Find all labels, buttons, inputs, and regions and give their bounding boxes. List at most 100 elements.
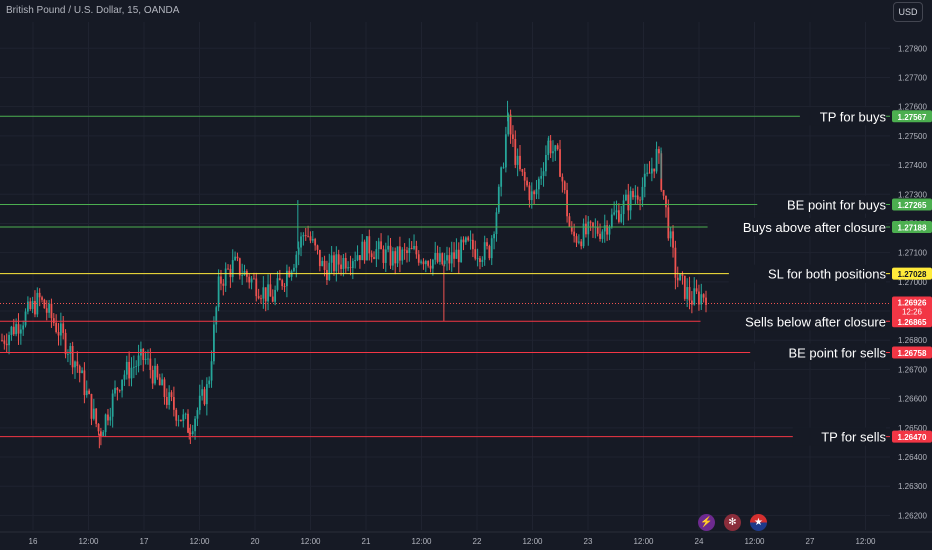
candle-body <box>370 253 373 258</box>
candle-body <box>328 262 331 280</box>
currency-button[interactable]: USD <box>893 2 923 22</box>
candle-body <box>36 292 39 315</box>
candle-body <box>358 255 361 261</box>
candle-body <box>523 171 526 181</box>
candle-body <box>34 300 36 315</box>
x-tick-label: 12:00 <box>78 537 99 546</box>
candle-body <box>337 254 340 265</box>
level-annotation: TP for sells <box>821 430 886 445</box>
candle-body <box>427 261 430 266</box>
x-tick-label: 16 <box>29 537 38 546</box>
candle-body <box>639 199 641 201</box>
y-tick-label: 1.27600 <box>898 103 927 112</box>
candle-body <box>575 236 578 243</box>
candle-body <box>439 253 441 262</box>
candle-body <box>544 154 547 172</box>
lightning-icon[interactable]: ⚡ <box>698 514 715 531</box>
candle-body <box>500 167 503 187</box>
candle-body <box>88 390 91 394</box>
candle-body <box>85 390 88 396</box>
candle-body <box>347 267 350 269</box>
candle-body <box>260 298 262 300</box>
candle-body <box>641 186 644 201</box>
candle-body <box>81 370 83 374</box>
level-price-label <box>892 110 932 123</box>
candle-body <box>460 239 463 263</box>
candle-body <box>318 249 321 267</box>
candle-body <box>342 257 345 270</box>
candle-body <box>29 301 32 310</box>
level-annotation-bg <box>799 107 886 126</box>
x-tick-label: 27 <box>806 537 815 546</box>
candle-body <box>271 296 274 302</box>
candle-body <box>15 324 18 335</box>
candle-body <box>382 249 385 263</box>
candle-body <box>589 221 592 223</box>
candle-body <box>41 297 43 300</box>
candle-body <box>154 365 156 384</box>
candle-body <box>399 246 401 261</box>
candle-body <box>693 288 696 305</box>
us-flag-icon[interactable]: ★ <box>750 514 767 531</box>
candle-body <box>281 280 284 287</box>
candle-body <box>690 300 693 305</box>
candle-body <box>540 175 543 179</box>
y-tick-label: 1.26200 <box>898 511 927 520</box>
candle-body <box>361 241 364 261</box>
y-tick-label: 1.27800 <box>898 44 927 53</box>
candle-body <box>285 270 288 287</box>
candle-body <box>1 340 3 342</box>
level-price-text: 1.27567 <box>898 113 927 122</box>
candle-body <box>116 387 119 391</box>
candle-body <box>455 249 458 259</box>
current-price-label <box>892 296 932 319</box>
candle-body <box>514 138 517 165</box>
candle-body <box>304 235 307 236</box>
candle-body <box>253 278 255 280</box>
candle-body <box>3 340 6 344</box>
y-tick-label: 1.27700 <box>898 73 927 82</box>
candle-body <box>391 251 394 266</box>
candle-body <box>568 216 571 227</box>
level-annotation-bg <box>750 343 886 362</box>
level-price-text: 1.26865 <box>898 318 927 327</box>
candle-body <box>488 246 491 259</box>
candle-body <box>10 326 13 335</box>
candle-body <box>483 242 486 260</box>
y-tick-label: 1.27300 <box>898 190 927 199</box>
candle-body <box>147 358 149 360</box>
candle-body <box>125 361 128 375</box>
candle-body <box>50 303 53 319</box>
candle-body <box>424 261 427 265</box>
candle-body <box>62 323 65 333</box>
candle-body <box>580 241 583 247</box>
y-tick-label: 1.26800 <box>898 336 927 345</box>
candle-body <box>676 277 679 281</box>
level-price-label <box>892 220 932 233</box>
candle-body <box>238 258 241 276</box>
candle-body <box>255 278 258 297</box>
level-price-text: 1.27028 <box>898 270 927 279</box>
candle-body <box>67 353 69 355</box>
candle-body <box>161 379 164 386</box>
candle-body <box>559 149 561 177</box>
y-tick-label: 1.27100 <box>898 249 927 258</box>
candle-body <box>613 212 616 215</box>
chart-grid <box>0 22 890 530</box>
candle-body <box>646 172 649 174</box>
candle-body <box>97 423 100 432</box>
candle-body <box>702 294 705 298</box>
candle-body <box>495 212 498 235</box>
candle-body <box>509 114 512 135</box>
candle-body <box>519 155 521 170</box>
candle-body <box>570 226 573 232</box>
price-axis: 1.27800 1.27700 1.27600 1.27500 1.27400 1.273… <box>898 44 927 520</box>
candle-body <box>326 269 328 280</box>
candle-body <box>26 301 29 312</box>
candle-body <box>189 432 192 435</box>
calendar-icon[interactable]: ✻ <box>724 514 741 531</box>
candle-body <box>556 145 559 150</box>
candle-body <box>137 355 140 367</box>
candle-body <box>19 329 22 334</box>
